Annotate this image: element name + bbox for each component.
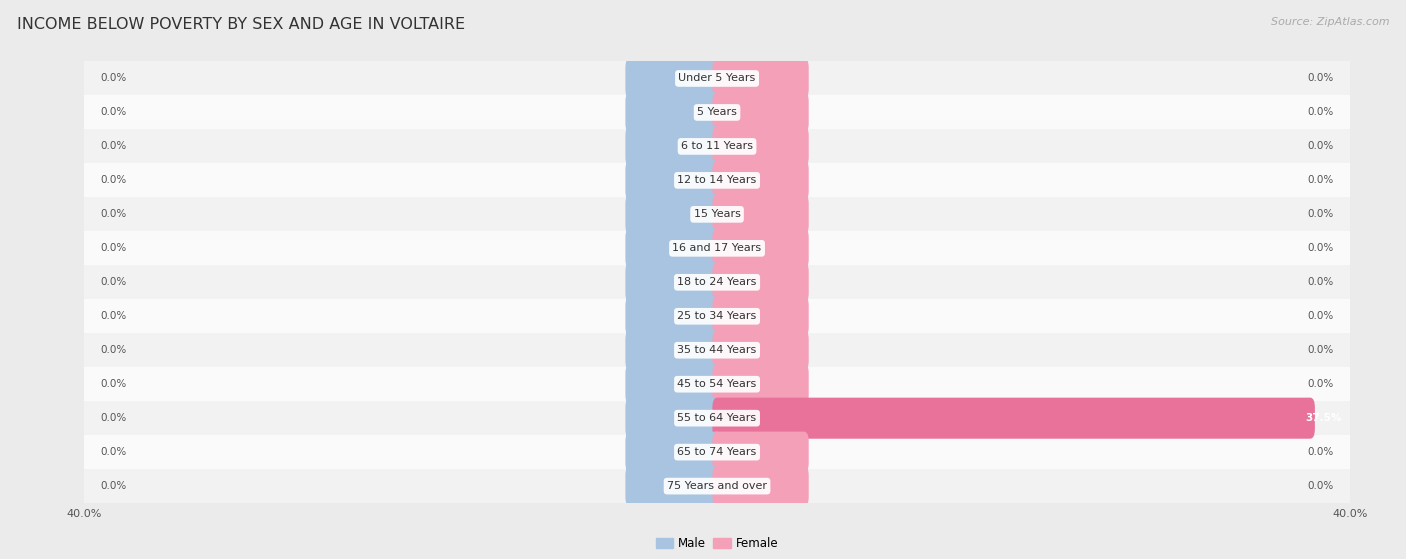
Text: 65 to 74 Years: 65 to 74 Years xyxy=(678,447,756,457)
FancyBboxPatch shape xyxy=(626,397,721,439)
Text: 0.0%: 0.0% xyxy=(100,413,127,423)
FancyBboxPatch shape xyxy=(713,296,808,337)
Text: Source: ZipAtlas.com: Source: ZipAtlas.com xyxy=(1271,17,1389,27)
Bar xyxy=(6,401,1406,435)
FancyBboxPatch shape xyxy=(626,92,721,133)
Text: 0.0%: 0.0% xyxy=(100,345,127,355)
FancyBboxPatch shape xyxy=(713,432,808,473)
FancyBboxPatch shape xyxy=(713,160,808,201)
Text: 5 Years: 5 Years xyxy=(697,107,737,117)
FancyBboxPatch shape xyxy=(713,262,808,303)
Text: 0.0%: 0.0% xyxy=(100,243,127,253)
Text: 0.0%: 0.0% xyxy=(1308,481,1334,491)
Text: Under 5 Years: Under 5 Years xyxy=(679,73,755,83)
Text: 0.0%: 0.0% xyxy=(1308,107,1334,117)
Bar xyxy=(6,61,1406,96)
Text: 35 to 44 Years: 35 to 44 Years xyxy=(678,345,756,355)
Text: 0.0%: 0.0% xyxy=(1308,345,1334,355)
Bar xyxy=(6,96,1406,130)
Text: 0.0%: 0.0% xyxy=(100,379,127,389)
Text: 75 Years and over: 75 Years and over xyxy=(666,481,768,491)
Text: 0.0%: 0.0% xyxy=(100,176,127,186)
Text: 0.0%: 0.0% xyxy=(1308,277,1334,287)
FancyBboxPatch shape xyxy=(713,466,808,506)
Text: 0.0%: 0.0% xyxy=(1308,176,1334,186)
FancyBboxPatch shape xyxy=(713,228,808,269)
FancyBboxPatch shape xyxy=(626,194,721,235)
Bar xyxy=(6,435,1406,469)
Bar xyxy=(6,333,1406,367)
Text: 25 to 34 Years: 25 to 34 Years xyxy=(678,311,756,321)
Text: 0.0%: 0.0% xyxy=(100,210,127,219)
Text: 0.0%: 0.0% xyxy=(100,447,127,457)
FancyBboxPatch shape xyxy=(626,296,721,337)
Bar xyxy=(6,231,1406,266)
Text: 0.0%: 0.0% xyxy=(1308,311,1334,321)
FancyBboxPatch shape xyxy=(626,330,721,371)
FancyBboxPatch shape xyxy=(626,126,721,167)
FancyBboxPatch shape xyxy=(626,160,721,201)
Text: 6 to 11 Years: 6 to 11 Years xyxy=(681,141,754,151)
FancyBboxPatch shape xyxy=(713,194,808,235)
Text: 45 to 54 Years: 45 to 54 Years xyxy=(678,379,756,389)
Text: 37.5%: 37.5% xyxy=(1306,413,1341,423)
Text: 55 to 64 Years: 55 to 64 Years xyxy=(678,413,756,423)
Text: 0.0%: 0.0% xyxy=(100,107,127,117)
Text: 0.0%: 0.0% xyxy=(1308,243,1334,253)
FancyBboxPatch shape xyxy=(713,126,808,167)
Text: 12 to 14 Years: 12 to 14 Years xyxy=(678,176,756,186)
Text: 0.0%: 0.0% xyxy=(100,311,127,321)
Bar xyxy=(6,367,1406,401)
Text: 15 Years: 15 Years xyxy=(693,210,741,219)
FancyBboxPatch shape xyxy=(713,92,808,133)
Legend: Male, Female: Male, Female xyxy=(651,532,783,555)
FancyBboxPatch shape xyxy=(713,364,808,405)
Bar xyxy=(6,163,1406,197)
Bar xyxy=(6,266,1406,299)
FancyBboxPatch shape xyxy=(626,262,721,303)
FancyBboxPatch shape xyxy=(713,397,1315,439)
Text: 0.0%: 0.0% xyxy=(1308,379,1334,389)
Bar xyxy=(6,130,1406,163)
Bar xyxy=(6,299,1406,333)
FancyBboxPatch shape xyxy=(626,364,721,405)
FancyBboxPatch shape xyxy=(626,58,721,99)
Text: INCOME BELOW POVERTY BY SEX AND AGE IN VOLTAIRE: INCOME BELOW POVERTY BY SEX AND AGE IN V… xyxy=(17,17,465,32)
FancyBboxPatch shape xyxy=(626,432,721,473)
Text: 0.0%: 0.0% xyxy=(1308,447,1334,457)
Text: 0.0%: 0.0% xyxy=(1308,73,1334,83)
Text: 18 to 24 Years: 18 to 24 Years xyxy=(678,277,756,287)
Text: 0.0%: 0.0% xyxy=(1308,141,1334,151)
FancyBboxPatch shape xyxy=(626,228,721,269)
Text: 0.0%: 0.0% xyxy=(100,481,127,491)
Text: 16 and 17 Years: 16 and 17 Years xyxy=(672,243,762,253)
FancyBboxPatch shape xyxy=(713,330,808,371)
Text: 0.0%: 0.0% xyxy=(100,141,127,151)
Text: 0.0%: 0.0% xyxy=(1308,210,1334,219)
FancyBboxPatch shape xyxy=(713,58,808,99)
FancyBboxPatch shape xyxy=(626,466,721,506)
Bar xyxy=(6,469,1406,503)
Text: 0.0%: 0.0% xyxy=(100,73,127,83)
Text: 0.0%: 0.0% xyxy=(100,277,127,287)
Bar xyxy=(6,197,1406,231)
